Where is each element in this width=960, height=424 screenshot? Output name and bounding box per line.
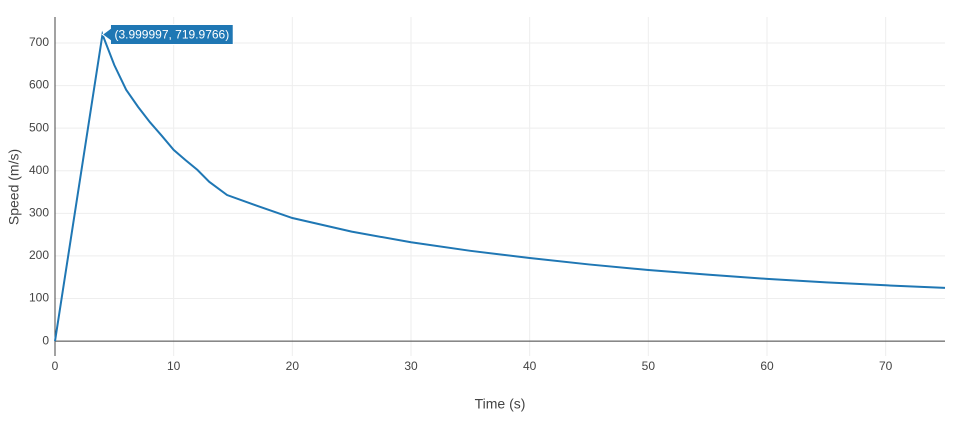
y-tick-label: 0 xyxy=(42,333,49,347)
x-tick-label: 40 xyxy=(523,359,537,373)
x-tick-label: 0 xyxy=(52,359,59,373)
x-tick-label: 10 xyxy=(167,359,181,373)
x-tick-label: 50 xyxy=(642,359,656,373)
y-tick-label: 200 xyxy=(29,248,49,262)
hover-tooltip: (3.999997, 719.9766) xyxy=(101,23,234,45)
x-tick-label: 70 xyxy=(879,359,893,373)
y-tick-label: 500 xyxy=(29,120,49,134)
y-tick-label: 100 xyxy=(29,291,49,305)
x-tick-label: 60 xyxy=(760,359,774,373)
x-axis-title: Time (s) xyxy=(475,396,526,412)
x-tick-label: 20 xyxy=(286,359,300,373)
y-axis-title: Speed (m/s) xyxy=(6,149,22,225)
x-tick-label: 30 xyxy=(404,359,418,373)
line-series xyxy=(54,30,946,342)
y-tick-label: 400 xyxy=(29,163,49,177)
tooltip-box xyxy=(101,23,234,45)
y-tick-label: 700 xyxy=(29,35,49,49)
y-tick-label: 300 xyxy=(29,206,49,220)
tooltip-text: (3.999997, 719.9766) xyxy=(114,28,229,42)
y-tick-label: 600 xyxy=(29,78,49,92)
